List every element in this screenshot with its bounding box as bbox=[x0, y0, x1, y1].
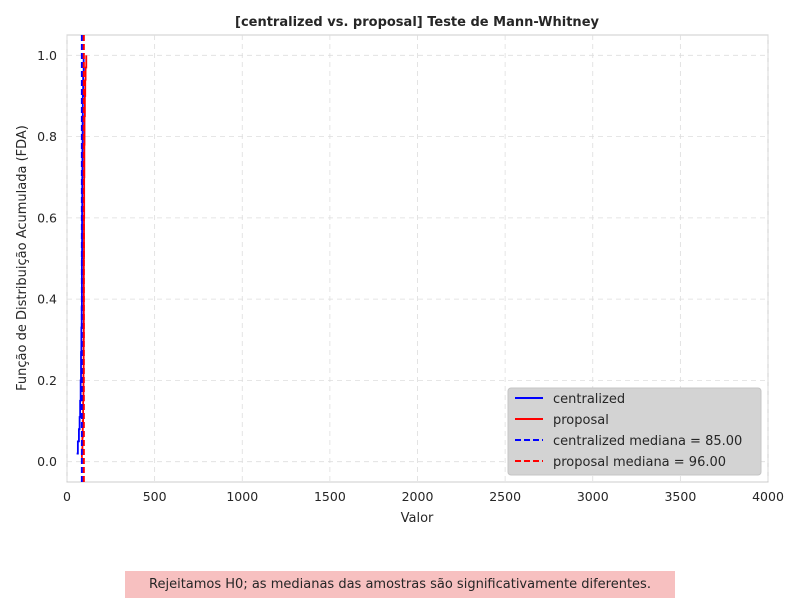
legend-label: proposal bbox=[553, 413, 609, 428]
y-tick-label: 0.6 bbox=[37, 210, 57, 225]
y-axis-ticks: 0.0 0.2 0.4 0.6 0.8 1.0 bbox=[37, 48, 57, 469]
legend-label: centralized mediana = 85.00 bbox=[553, 434, 742, 449]
x-axis-ticks: 0 500 1000 1500 2000 2500 3000 3500 4000 bbox=[63, 489, 784, 504]
chart-title: [centralized vs. proposal] Teste de Mann… bbox=[235, 15, 600, 30]
x-tick-label: 1500 bbox=[314, 489, 346, 504]
x-tick-label: 1000 bbox=[226, 489, 258, 504]
legend-box bbox=[507, 387, 762, 476]
y-tick-label: 0.4 bbox=[37, 292, 57, 307]
y-tick-label: 1.0 bbox=[37, 48, 57, 63]
x-tick-label: 0 bbox=[63, 489, 71, 504]
x-tick-label: 2500 bbox=[489, 489, 521, 504]
legend-label: centralized bbox=[553, 392, 625, 407]
x-tick-label: 3500 bbox=[664, 489, 696, 504]
y-tick-label: 0.2 bbox=[37, 373, 57, 388]
y-axis-label: Função de Distribuição Acumulada (FDA) bbox=[15, 125, 30, 391]
conclusion-banner: Rejeitamos H0; as medianas das amostras … bbox=[125, 571, 675, 598]
x-tick-label: 3000 bbox=[577, 489, 609, 504]
series-group bbox=[76, 35, 88, 482]
y-tick-label: 0.0 bbox=[37, 454, 57, 469]
x-axis-label: Valor bbox=[401, 511, 434, 526]
series-line-proposal bbox=[80, 55, 88, 459]
x-tick-label: 2000 bbox=[402, 489, 434, 504]
x-tick-label: 4000 bbox=[752, 489, 784, 504]
y-tick-label: 0.8 bbox=[37, 129, 57, 144]
legend-label: proposal mediana = 96.00 bbox=[553, 455, 726, 470]
x-tick-label: 500 bbox=[143, 489, 167, 504]
legend: centralized proposal centralized mediana =… bbox=[507, 387, 762, 476]
